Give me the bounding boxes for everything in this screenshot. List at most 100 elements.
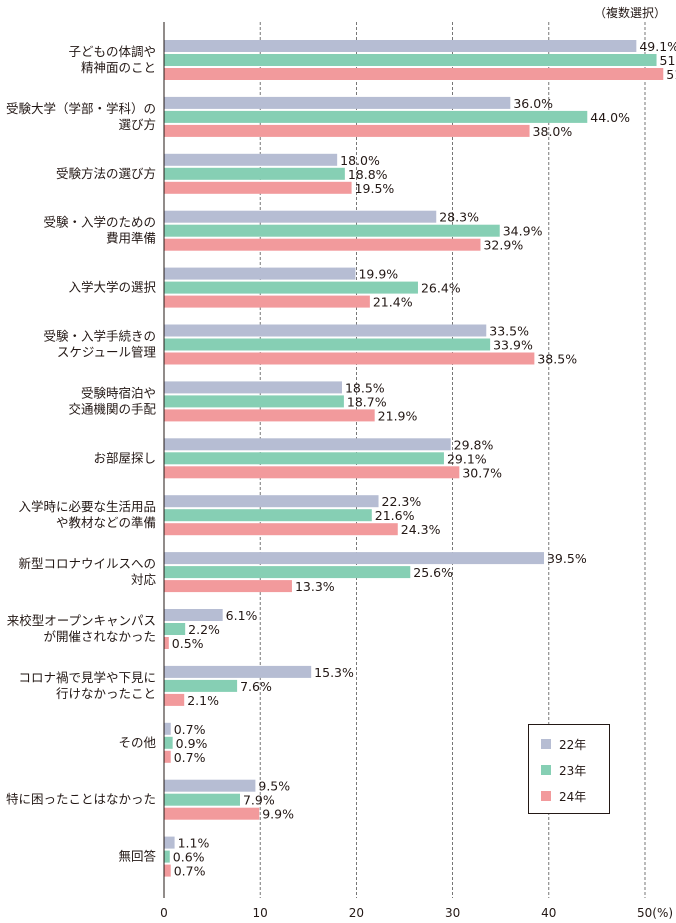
bar [164,665,312,678]
bar [164,679,238,692]
data-label: 19.5% [355,181,395,196]
data-label: 32.9% [483,238,523,253]
category-label: 選び方 [118,117,156,132]
category-label: 受験・入学手続きの [43,329,156,344]
data-label: 0.5% [172,636,204,651]
bar [164,281,418,294]
category-label: 入学時に必要な生活用品 [18,499,156,514]
bar [164,153,338,166]
data-label: 0.7% [174,864,206,879]
data-label: 30.7% [462,465,502,480]
data-label: 29.1% [447,451,487,466]
bar [164,210,437,223]
bar [164,409,375,422]
bar [164,338,491,351]
bar [164,836,175,849]
data-label: 21.9% [378,408,418,423]
data-label: 6.1% [226,608,258,623]
category-label: が開催されなかった [43,629,156,644]
x-tick-label-2: 20 [349,906,364,920]
data-label: 26.4% [421,281,461,296]
data-label: 18.7% [347,394,387,409]
data-label: 19.9% [358,267,398,282]
x-tick-label-1: 10 [253,906,268,920]
bar [164,452,444,465]
bar [164,124,530,137]
data-label: 18.5% [345,380,385,395]
data-label: 25.6% [413,565,453,580]
bar [164,750,171,763]
bar [164,637,169,649]
bar [164,324,487,337]
category-label: 対応 [131,572,157,587]
bar [164,395,344,408]
bar [164,167,345,180]
x-tick-label-5: 50(%) [637,906,673,920]
bar [164,54,657,66]
data-label: 21.6% [375,508,415,523]
category-label: 受験方法の選び方 [56,166,156,181]
bar [164,224,500,237]
data-label: 9.5% [258,779,290,794]
bar [164,381,342,394]
x-tick-label-0: 0 [160,906,168,920]
data-label: 2.2% [188,622,220,637]
bar [164,850,170,863]
category-label: 来校型オープンキャンパス [7,613,156,628]
bar [164,523,398,536]
data-label: 36.0% [513,96,553,111]
category-label: 無回答 [118,849,156,864]
data-label: 38.5% [537,352,577,367]
bar [164,722,171,735]
bar [164,238,481,251]
bar [164,580,292,593]
bar [164,793,240,806]
bar [164,438,451,451]
category-label: 受験大学（学部・学科）の [6,101,156,116]
data-label: 0.7% [174,722,206,737]
category-label: や教材などの準備 [56,515,156,530]
data-label: 15.3% [314,665,354,680]
legend: 22年 23年 24年 [528,724,610,814]
data-label: 0.9% [176,736,208,751]
legend-item-22: 22年 [529,731,609,757]
data-label: 33.9% [493,338,533,353]
bar [164,181,352,194]
bar [164,295,370,308]
category-label: 受験時宿泊や [81,385,156,400]
data-label: 0.6% [173,850,205,865]
bar [164,110,588,123]
multiple-choice-note: （複数選択） [593,6,666,20]
data-label: 51.9% [666,67,676,82]
bar [164,96,511,109]
data-label: 51.2% [660,53,676,68]
data-label: 34.9% [503,224,543,239]
category-label: 行けなかったこと [56,686,156,701]
category-label: 受験・入学のための [43,215,156,230]
data-label: 28.3% [439,210,479,225]
data-label: 29.8% [454,437,494,452]
category-label: お部屋探し [93,450,156,465]
x-tick-label-4: 40 [541,906,556,920]
data-label: 39.5% [547,551,587,566]
x-tick-label-3: 30 [445,906,460,920]
legend-item-24: 24年 [529,783,609,809]
legend-swatch-22 [541,739,551,749]
data-label: 1.1% [178,836,210,851]
data-label: 33.5% [489,324,529,339]
legend-swatch-23 [541,765,551,775]
category-label: 特に困ったことはなかった [6,792,156,807]
category-label: 費用準備 [106,231,156,246]
bar [164,552,544,565]
category-label: 子どもの体調や [68,44,156,59]
bar [164,68,664,80]
bar [164,807,260,820]
bar [164,693,185,706]
bar [164,466,460,479]
bar [164,40,637,52]
bar [164,509,372,522]
legend-item-23: 23年 [529,757,609,783]
bar [164,267,356,280]
bar [164,609,223,621]
